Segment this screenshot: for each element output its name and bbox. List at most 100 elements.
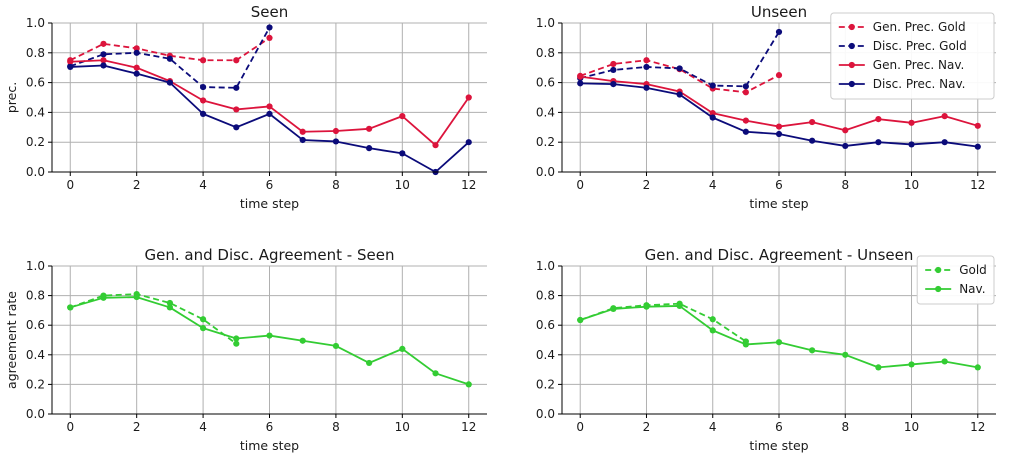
data-point [67,304,74,311]
data-point [610,66,617,74]
x-tick-label: 8 [841,178,849,192]
data-point [676,302,683,310]
data-point [100,51,107,58]
legend-entry: Disc. Prec. Nav. [873,77,966,91]
data-point [742,341,749,348]
y-tick-label: 0.6 [536,318,555,332]
data-point [366,359,373,367]
data-point [233,106,240,113]
data-point [709,316,716,323]
data-point [875,364,882,371]
data-point [366,125,373,132]
legend-entry: Gen. Prec. Gold [873,20,966,34]
data-point [332,127,340,135]
data-point [432,370,439,377]
data-point [775,339,783,346]
y-tick-label: 0.0 [26,165,45,179]
x-tick-label: 12 [970,420,985,434]
data-point [709,82,716,89]
data-point [709,327,716,334]
data-point [809,118,816,126]
data-point [875,139,882,146]
data-point [266,103,273,110]
y-tick-label: 0.8 [26,46,45,60]
x-tick-label: 6 [775,178,783,192]
y-axis-label: prec. [4,82,19,113]
data-point [266,34,273,42]
data-point [133,293,140,301]
data-point [399,345,406,352]
data-point [643,63,650,71]
y-tick-label: 0.0 [536,165,555,179]
x-tick-label: 4 [709,420,717,434]
series-line [580,31,780,88]
data-point [166,299,173,307]
data-point [974,143,981,150]
series-group [67,24,472,176]
data-point [643,303,650,310]
data-point [299,136,306,144]
x-tick-label: 8 [841,420,849,434]
data-point [908,141,915,148]
data-point [742,117,749,124]
x-tick-label: 2 [643,420,651,434]
series-line [579,302,747,343]
data-point [610,80,617,88]
y-tick-label: 1.0 [26,259,45,273]
x-tick-label: 10 [395,178,410,192]
data-point [643,84,650,91]
x-tick-label: 0 [66,178,74,192]
x-axis-label: time step [240,438,299,453]
data-point [941,358,948,365]
legend-box [830,12,995,100]
data-point [643,57,650,64]
y-tick-label: 0.4 [26,348,45,362]
data-point [676,65,683,72]
y-tick-label: 0.4 [26,105,45,119]
data-point [266,110,273,117]
data-point [465,139,472,146]
legend: Gold Nav. [916,255,995,305]
data-point [709,110,716,117]
legend-marker [935,266,942,274]
legend-entry: Disc. Prec. Gold [873,39,967,53]
y-tick-label: 0.8 [536,289,555,303]
y-tick-label: 0.8 [26,289,45,303]
data-point [577,80,584,87]
data-point [332,342,340,350]
x-tick-label: 0 [576,420,584,434]
y-tick-label: 1.0 [536,259,555,273]
data-point [199,316,207,323]
data-point [233,340,240,347]
data-point [775,28,783,36]
y-tick-label: 0.4 [536,348,555,362]
data-point [842,142,849,150]
data-point [610,60,617,68]
y-tick-label: 0.2 [536,377,555,391]
chart-title: Gen. and Disc. Agreement - Seen [145,246,395,264]
x-tick-label: 12 [970,178,985,192]
legend-marker [935,285,942,293]
legend-marker [848,80,855,88]
data-point [941,113,948,120]
x-tick-label: 8 [332,420,340,434]
data-point [133,49,140,56]
legend-entry: Nav. [959,282,985,296]
data-point [842,351,849,358]
x-axis-label: time step [749,438,808,453]
y-tick-label: 0.2 [536,135,555,149]
x-tick-label: 6 [266,178,274,192]
x-tick-label: 2 [643,178,651,192]
legend: Gen. Prec. Gold Disc. Prec. Gold Gen. Prec… [830,12,995,100]
x-tick-label: 10 [395,420,410,434]
data-point [133,64,140,71]
data-point [775,123,783,130]
y-tick-label: 0.6 [26,318,45,332]
x-axis-label: time step [749,196,808,211]
x-tick-label: 4 [199,420,207,434]
legend-entry: Gold [959,263,987,277]
x-tick-label: 10 [904,420,919,434]
data-point [775,72,783,79]
data-point [908,361,915,368]
grid [52,22,487,173]
